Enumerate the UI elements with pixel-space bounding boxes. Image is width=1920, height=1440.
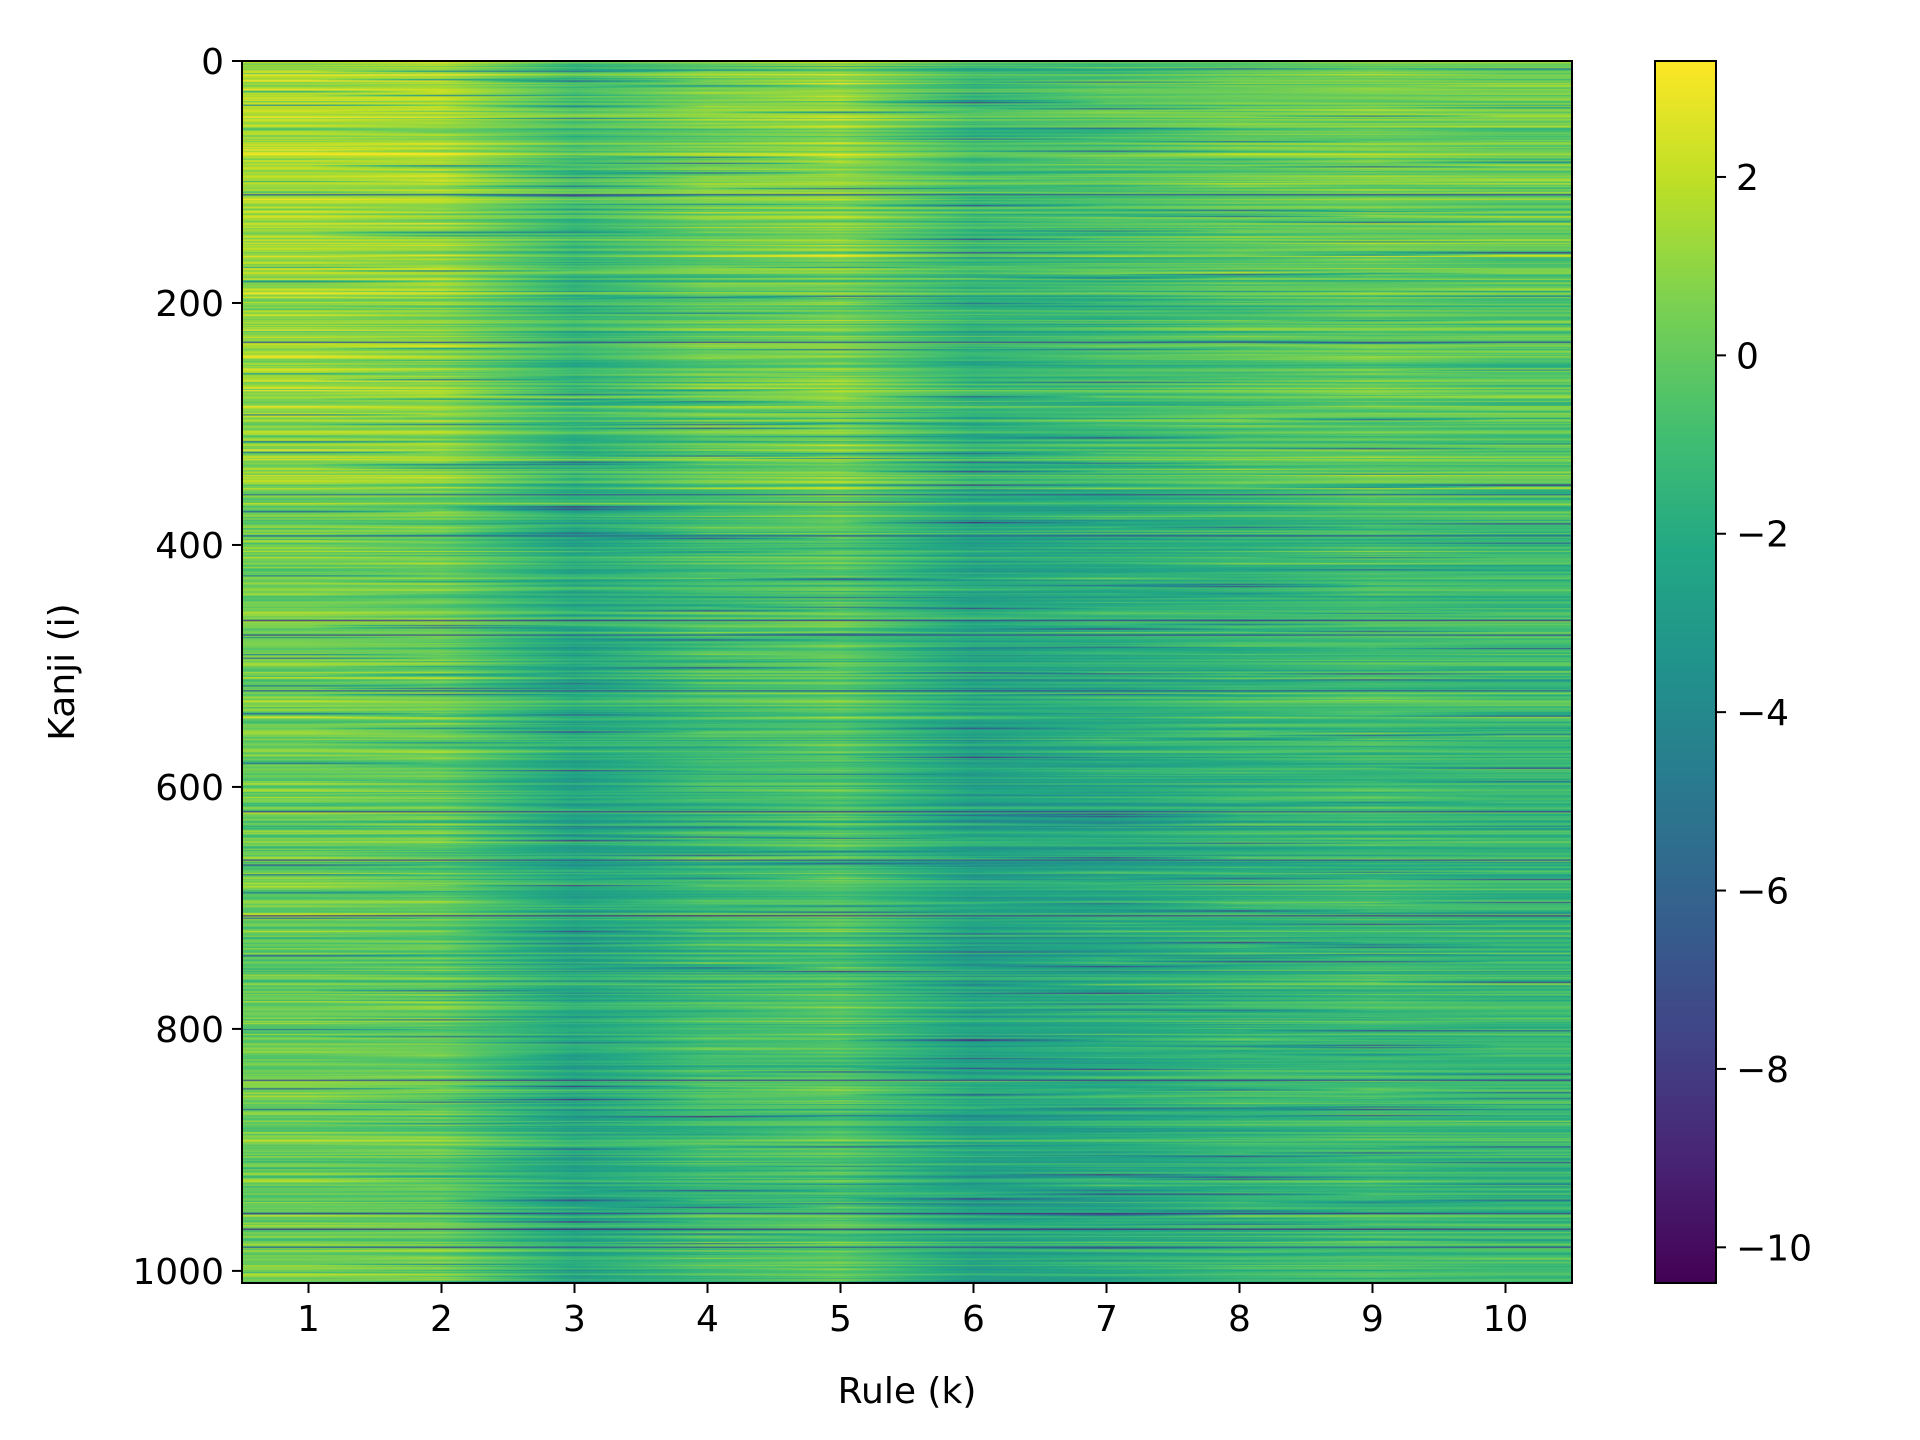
colorbar-ticks: 2 0 −2 −4 −6 −8 −10	[1716, 158, 1812, 1269]
colorbar-gradient	[1655, 61, 1716, 1283]
x-tick-label: 10	[1483, 1299, 1529, 1340]
y-tick-label: 600	[155, 768, 224, 809]
colorbar-tick-label: −2	[1736, 515, 1789, 556]
y-tick-label: 800	[155, 1010, 224, 1051]
x-tick-label: 7	[1095, 1299, 1118, 1340]
y-axis-label: Kanji (i)	[42, 603, 83, 740]
colorbar-tick-label: 0	[1736, 336, 1759, 377]
x-axis-label: Rule (k)	[838, 1371, 977, 1412]
x-axis: 1 2 3 4 5 6 7 8 9 10	[297, 1283, 1528, 1340]
colorbar-tick-label: 2	[1736, 158, 1759, 199]
heatmap-image	[242, 61, 1572, 1283]
y-tick-label: 1000	[132, 1252, 224, 1293]
colorbar-tick-label: −4	[1736, 693, 1789, 734]
colorbar-tick-label: −8	[1736, 1050, 1789, 1091]
x-tick-label: 4	[696, 1299, 719, 1340]
x-tick-label: 9	[1361, 1299, 1384, 1340]
plot-frame	[241, 60, 1573, 1284]
x-tick-label: 1	[297, 1299, 320, 1340]
colorbar	[1654, 60, 1717, 1284]
x-tick-label: 8	[1228, 1299, 1251, 1340]
x-tick-label: 3	[563, 1299, 586, 1340]
x-tick-label: 5	[829, 1299, 852, 1340]
colorbar-tick-label: −10	[1736, 1228, 1812, 1269]
y-tick-label: 200	[155, 284, 224, 325]
y-axis: 0 200 400 600 800 1000	[132, 42, 242, 1293]
colorbar-tick-label: −6	[1736, 872, 1789, 913]
x-tick-label: 2	[430, 1299, 453, 1340]
heatmap-plot-area	[241, 60, 1573, 1284]
y-tick-label: 0	[201, 42, 224, 83]
x-tick-label: 6	[962, 1299, 985, 1340]
colorbar-frame	[1654, 60, 1717, 1284]
y-tick-label: 400	[155, 526, 224, 567]
